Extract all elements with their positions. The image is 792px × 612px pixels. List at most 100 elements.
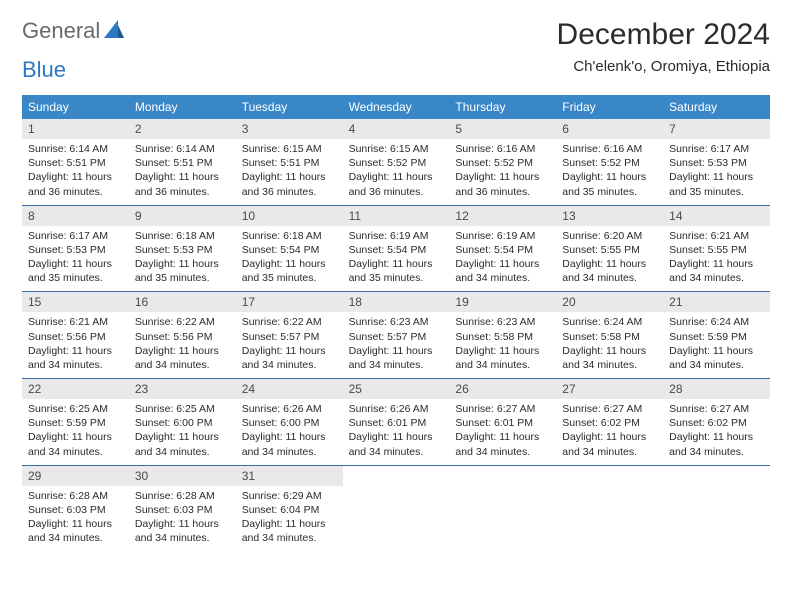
sunrise-line: Sunrise: 6:21 AM xyxy=(669,229,764,243)
title-block: December 2024 Ch'elenk'o, Oromiya, Ethio… xyxy=(557,18,770,75)
daylight-line: Daylight: 11 hours and 36 minutes. xyxy=(135,170,230,198)
day-cell: 19Sunrise: 6:23 AMSunset: 5:58 PMDayligh… xyxy=(449,292,556,378)
sunset-line: Sunset: 5:53 PM xyxy=(669,156,764,170)
sunrise-line: Sunrise: 6:19 AM xyxy=(455,229,550,243)
day-cell: 15Sunrise: 6:21 AMSunset: 5:56 PMDayligh… xyxy=(22,292,129,378)
day-number: 2 xyxy=(129,119,236,139)
day-number: 14 xyxy=(663,206,770,226)
weeks-container: 1Sunrise: 6:14 AMSunset: 5:51 PMDaylight… xyxy=(22,119,770,551)
day-number xyxy=(663,466,770,486)
day-cell: 20Sunrise: 6:24 AMSunset: 5:58 PMDayligh… xyxy=(556,292,663,378)
sunset-line: Sunset: 5:51 PM xyxy=(28,156,123,170)
week-row: 29Sunrise: 6:28 AMSunset: 6:03 PMDayligh… xyxy=(22,466,770,552)
day-cell: 9Sunrise: 6:18 AMSunset: 5:53 PMDaylight… xyxy=(129,206,236,292)
sunrise-line: Sunrise: 6:28 AM xyxy=(28,489,123,503)
daylight-line: Daylight: 11 hours and 36 minutes. xyxy=(242,170,337,198)
day-number: 28 xyxy=(663,379,770,399)
day-cell: 18Sunrise: 6:23 AMSunset: 5:57 PMDayligh… xyxy=(343,292,450,378)
daylight-line: Daylight: 11 hours and 34 minutes. xyxy=(28,430,123,458)
day-cell: 2Sunrise: 6:14 AMSunset: 5:51 PMDaylight… xyxy=(129,119,236,205)
day-details: Sunrise: 6:22 AMSunset: 5:56 PMDaylight:… xyxy=(129,312,236,372)
day-cell: 14Sunrise: 6:21 AMSunset: 5:55 PMDayligh… xyxy=(663,206,770,292)
day-cell: 21Sunrise: 6:24 AMSunset: 5:59 PMDayligh… xyxy=(663,292,770,378)
daylight-line: Daylight: 11 hours and 36 minutes. xyxy=(28,170,123,198)
sunset-line: Sunset: 5:57 PM xyxy=(349,330,444,344)
day-number: 23 xyxy=(129,379,236,399)
sunset-line: Sunset: 5:52 PM xyxy=(455,156,550,170)
day-number: 13 xyxy=(556,206,663,226)
daylight-line: Daylight: 11 hours and 35 minutes. xyxy=(562,170,657,198)
sunrise-line: Sunrise: 6:17 AM xyxy=(28,229,123,243)
day-of-week-header: SundayMondayTuesdayWednesdayThursdayFrid… xyxy=(22,95,770,119)
empty-cell xyxy=(449,466,556,552)
sunset-line: Sunset: 6:01 PM xyxy=(455,416,550,430)
sunset-line: Sunset: 5:55 PM xyxy=(562,243,657,257)
day-number: 18 xyxy=(343,292,450,312)
daylight-line: Daylight: 11 hours and 34 minutes. xyxy=(669,257,764,285)
week-row: 8Sunrise: 6:17 AMSunset: 5:53 PMDaylight… xyxy=(22,206,770,293)
day-cell: 22Sunrise: 6:25 AMSunset: 5:59 PMDayligh… xyxy=(22,379,129,465)
sunrise-line: Sunrise: 6:14 AM xyxy=(28,142,123,156)
sunset-line: Sunset: 6:02 PM xyxy=(669,416,764,430)
day-cell: 4Sunrise: 6:15 AMSunset: 5:52 PMDaylight… xyxy=(343,119,450,205)
sunrise-line: Sunrise: 6:18 AM xyxy=(242,229,337,243)
daylight-line: Daylight: 11 hours and 36 minutes. xyxy=(455,170,550,198)
day-cell: 17Sunrise: 6:22 AMSunset: 5:57 PMDayligh… xyxy=(236,292,343,378)
day-details: Sunrise: 6:18 AMSunset: 5:54 PMDaylight:… xyxy=(236,226,343,286)
week-row: 1Sunrise: 6:14 AMSunset: 5:51 PMDaylight… xyxy=(22,119,770,206)
sunset-line: Sunset: 5:59 PM xyxy=(669,330,764,344)
daylight-line: Daylight: 11 hours and 34 minutes. xyxy=(562,257,657,285)
sunrise-line: Sunrise: 6:16 AM xyxy=(562,142,657,156)
sunset-line: Sunset: 5:56 PM xyxy=(28,330,123,344)
sunset-line: Sunset: 5:52 PM xyxy=(349,156,444,170)
brand-text-1: General xyxy=(22,18,100,44)
day-number: 17 xyxy=(236,292,343,312)
sunset-line: Sunset: 5:54 PM xyxy=(455,243,550,257)
daylight-line: Daylight: 11 hours and 34 minutes. xyxy=(349,344,444,372)
day-number: 7 xyxy=(663,119,770,139)
sunset-line: Sunset: 5:54 PM xyxy=(349,243,444,257)
brand-sail-icon xyxy=(104,20,124,43)
empty-cell xyxy=(343,466,450,552)
sunrise-line: Sunrise: 6:22 AM xyxy=(135,315,230,329)
sunrise-line: Sunrise: 6:27 AM xyxy=(562,402,657,416)
daylight-line: Daylight: 11 hours and 34 minutes. xyxy=(135,430,230,458)
daylight-line: Daylight: 11 hours and 34 minutes. xyxy=(135,344,230,372)
day-cell: 12Sunrise: 6:19 AMSunset: 5:54 PMDayligh… xyxy=(449,206,556,292)
day-number: 15 xyxy=(22,292,129,312)
daylight-line: Daylight: 11 hours and 34 minutes. xyxy=(669,344,764,372)
daylight-line: Daylight: 11 hours and 35 minutes. xyxy=(242,257,337,285)
sunset-line: Sunset: 6:03 PM xyxy=(135,503,230,517)
dow-saturday: Saturday xyxy=(663,95,770,119)
day-cell: 16Sunrise: 6:22 AMSunset: 5:56 PMDayligh… xyxy=(129,292,236,378)
dow-tuesday: Tuesday xyxy=(236,95,343,119)
day-details: Sunrise: 6:26 AMSunset: 6:00 PMDaylight:… xyxy=(236,399,343,459)
day-cell: 6Sunrise: 6:16 AMSunset: 5:52 PMDaylight… xyxy=(556,119,663,205)
day-number xyxy=(449,466,556,486)
day-cell: 3Sunrise: 6:15 AMSunset: 5:51 PMDaylight… xyxy=(236,119,343,205)
sunrise-line: Sunrise: 6:16 AM xyxy=(455,142,550,156)
day-cell: 30Sunrise: 6:28 AMSunset: 6:03 PMDayligh… xyxy=(129,466,236,552)
day-details: Sunrise: 6:19 AMSunset: 5:54 PMDaylight:… xyxy=(449,226,556,286)
day-cell: 27Sunrise: 6:27 AMSunset: 6:02 PMDayligh… xyxy=(556,379,663,465)
day-details: Sunrise: 6:16 AMSunset: 5:52 PMDaylight:… xyxy=(449,139,556,199)
sunrise-line: Sunrise: 6:15 AM xyxy=(349,142,444,156)
day-number: 1 xyxy=(22,119,129,139)
sunrise-line: Sunrise: 6:24 AM xyxy=(669,315,764,329)
sunset-line: Sunset: 5:53 PM xyxy=(135,243,230,257)
daylight-line: Daylight: 11 hours and 35 minutes. xyxy=(28,257,123,285)
sunset-line: Sunset: 5:54 PM xyxy=(242,243,337,257)
day-number xyxy=(343,466,450,486)
day-details: Sunrise: 6:29 AMSunset: 6:04 PMDaylight:… xyxy=(236,486,343,546)
day-details: Sunrise: 6:25 AMSunset: 6:00 PMDaylight:… xyxy=(129,399,236,459)
month-title: December 2024 xyxy=(557,18,770,52)
empty-cell xyxy=(556,466,663,552)
sunrise-line: Sunrise: 6:27 AM xyxy=(669,402,764,416)
day-number: 19 xyxy=(449,292,556,312)
dow-monday: Monday xyxy=(129,95,236,119)
daylight-line: Daylight: 11 hours and 34 minutes. xyxy=(28,344,123,372)
day-details: Sunrise: 6:22 AMSunset: 5:57 PMDaylight:… xyxy=(236,312,343,372)
day-number: 27 xyxy=(556,379,663,399)
daylight-line: Daylight: 11 hours and 34 minutes. xyxy=(242,517,337,545)
day-cell: 28Sunrise: 6:27 AMSunset: 6:02 PMDayligh… xyxy=(663,379,770,465)
